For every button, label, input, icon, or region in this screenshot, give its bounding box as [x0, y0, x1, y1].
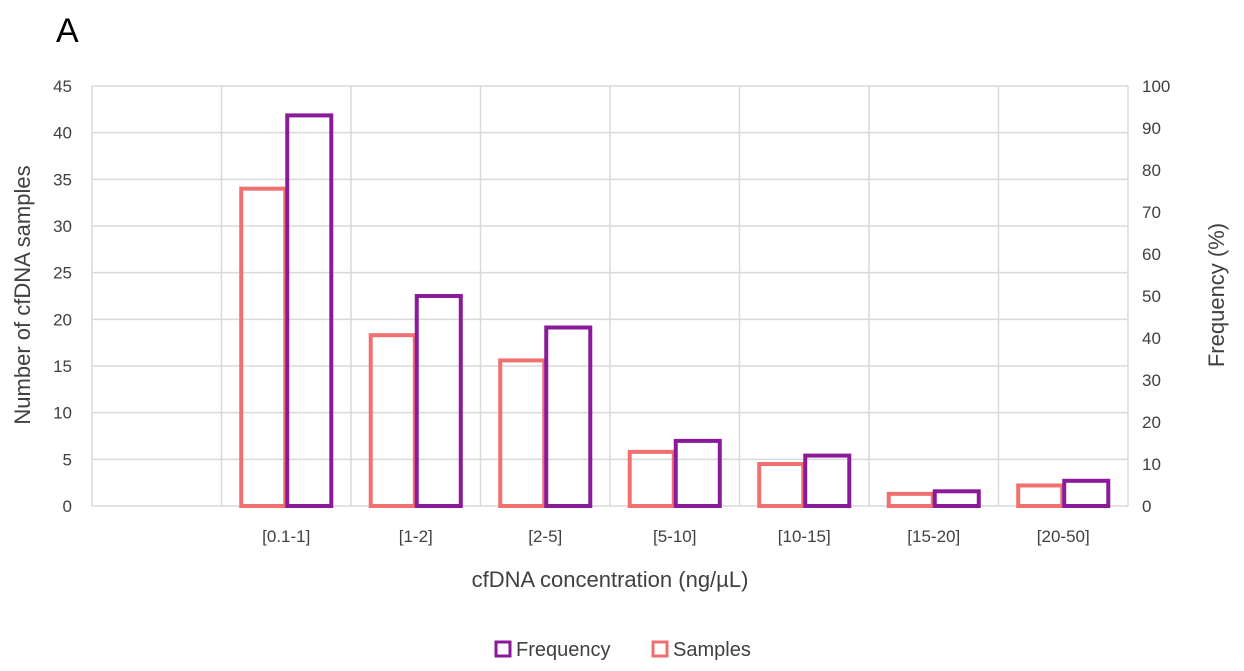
bar-frequency [414, 294, 463, 508]
x-tick-label: [5-10] [653, 527, 696, 546]
y2-axis-title: Frequency (%) [1204, 223, 1229, 367]
bar-frequency [285, 113, 334, 509]
y2-tick-label: 20 [1142, 413, 1161, 432]
y-tick-label: 15 [53, 357, 72, 376]
y2-tick-label: 100 [1142, 77, 1170, 96]
bar-frequency [932, 489, 981, 508]
legend-samples-label: Samples [673, 639, 751, 661]
x-axis-ticks: [0.1-1] [1-2] [2-5] [5-10] [10-15] [15-20] [20… [262, 527, 1090, 546]
bar-frequency [1062, 478, 1111, 508]
x-axis-title: cfDNA concentration (ng/µL) [472, 567, 749, 592]
bars [239, 113, 1111, 509]
y2-tick-label: 0 [1142, 497, 1151, 516]
y2-tick-label: 40 [1142, 329, 1161, 348]
y-tick-label: 25 [53, 264, 72, 283]
bar-samples [1016, 483, 1065, 509]
y2-tick-label: 60 [1142, 245, 1161, 264]
y2-tick-label: 90 [1142, 119, 1161, 138]
y-tick-label: 0 [63, 497, 72, 516]
left-axis-ticks: 0 5 10 15 20 25 30 35 40 45 [53, 77, 72, 516]
y2-tick-label: 50 [1142, 287, 1161, 306]
bar-samples [239, 186, 288, 509]
legend-frequency-swatch [494, 640, 512, 658]
bar-frequency [544, 325, 593, 508]
y-tick-label: 40 [53, 124, 72, 143]
x-tick-label: [0.1-1] [262, 527, 310, 546]
gridlines [91, 85, 1129, 507]
y-tick-label: 35 [53, 170, 72, 189]
panel-label: A [56, 12, 79, 50]
y-tick-label: 5 [63, 450, 72, 469]
bar-frequency [803, 453, 852, 509]
y-tick-label: 20 [53, 310, 72, 329]
y2-tick-label: 70 [1142, 203, 1161, 222]
bar-samples [757, 462, 806, 508]
y-tick-label: 45 [53, 77, 72, 96]
x-tick-label: [15-20] [907, 527, 960, 546]
x-tick-label: [10-15] [778, 527, 831, 546]
bar-frequency [673, 438, 722, 508]
y2-tick-label: 10 [1142, 455, 1161, 474]
legend-frequency-label: Frequency [516, 639, 611, 661]
y2-tick-label: 80 [1142, 161, 1161, 180]
legend-samples-swatch [651, 640, 669, 658]
bar-samples [368, 333, 417, 509]
y-tick-label: 10 [53, 404, 72, 423]
y-axis-title: Number of cfDNA samples [10, 165, 35, 424]
right-axis-ticks: 0 10 20 30 40 50 60 70 80 90 100 [1142, 77, 1170, 516]
y-tick-label: 30 [53, 217, 72, 236]
x-tick-label: [1-2] [399, 527, 433, 546]
x-tick-label: [20-50] [1037, 527, 1090, 546]
bar-samples [627, 449, 676, 509]
x-tick-label: [2-5] [528, 527, 562, 546]
y2-tick-label: 30 [1142, 371, 1161, 390]
legend: Frequency Samples [494, 639, 751, 661]
bar-samples [498, 358, 547, 508]
bar-samples [886, 491, 935, 509]
